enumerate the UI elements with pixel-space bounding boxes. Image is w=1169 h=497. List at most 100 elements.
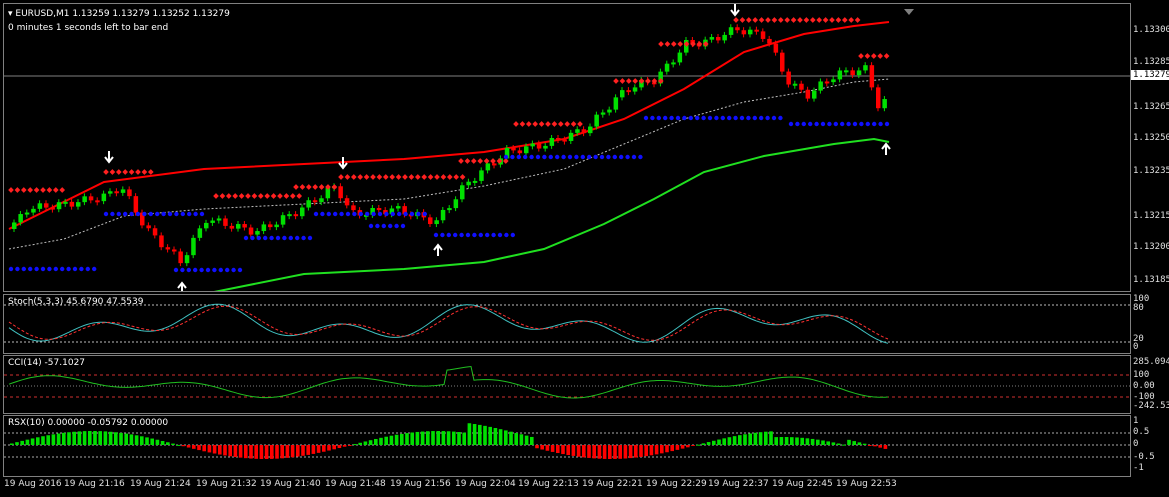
support-dot (739, 115, 745, 121)
rsx-bar (535, 445, 539, 449)
support-dot (416, 211, 421, 217)
stoch-panel[interactable]: Stoch(5,3,3) 45.6790 47.5539 (3, 294, 1131, 354)
resistance-dot (854, 17, 861, 23)
support-dot (409, 211, 415, 217)
candle-body (504, 147, 510, 159)
support-dot (795, 121, 800, 127)
candle-body (613, 97, 619, 110)
cci-tick: -242.53 (1133, 401, 1169, 411)
cci-panel[interactable]: CCI(14) -57.1027 (3, 355, 1131, 414)
rsx-bar (722, 438, 726, 445)
rsx-bar (98, 431, 102, 445)
candle-body (31, 208, 36, 213)
candle-body (837, 70, 843, 80)
resistance-dot (858, 53, 864, 59)
resistance-dot (870, 53, 877, 59)
candle-body (184, 255, 190, 264)
candle-body (165, 247, 171, 250)
buy-arrow-icon (881, 142, 891, 150)
support-dot (503, 154, 509, 160)
support-dot (53, 266, 58, 272)
candle-body (248, 227, 254, 235)
support-dot (606, 154, 611, 160)
resistance-dot (40, 187, 46, 193)
support-dot (174, 211, 179, 217)
rsx-bar (166, 442, 170, 445)
rsx-bar (467, 423, 472, 445)
rsx-bar (852, 441, 856, 445)
rsx-bar (810, 438, 815, 445)
cci-tick: 0.00 (1133, 381, 1155, 391)
rsx-bar (883, 445, 888, 449)
price-chart-panel[interactable]: ▾ EURUSD,M1 1.13259 1.13279 1.13252 1.13… (3, 3, 1131, 292)
support-dot (701, 115, 706, 121)
rsx-tick: -0.5 (1133, 452, 1155, 462)
candle-body (626, 90, 631, 93)
support-dot (123, 211, 128, 217)
stoch-tick: 0 (1133, 342, 1139, 352)
rsx-bar (545, 445, 550, 451)
candle-body (402, 206, 407, 215)
rsx-bar (623, 445, 628, 459)
candle-body (453, 199, 459, 209)
chart-shift-marker[interactable] (904, 9, 914, 15)
candle-body (600, 112, 606, 115)
rsx-bar (332, 445, 336, 450)
candle-body (485, 163, 491, 171)
candle-body (882, 99, 887, 109)
support-dot (193, 267, 198, 273)
candle-body (863, 65, 868, 71)
support-dot (345, 211, 351, 217)
resistance-dot (264, 193, 271, 199)
lower-band-line (213, 137, 890, 291)
candle-body (376, 208, 382, 211)
candle-body (236, 224, 241, 229)
support-dot (516, 154, 521, 160)
resistance-dot (458, 158, 464, 164)
resistance-dot (338, 174, 344, 180)
support-dot (320, 211, 325, 217)
rsx-bar (51, 434, 56, 445)
support-dot (695, 115, 700, 121)
rsx-bar (254, 445, 258, 459)
rsx-bar (670, 445, 674, 452)
rsx-bar (160, 440, 165, 445)
support-dot (288, 235, 293, 241)
candle-body (447, 208, 452, 211)
rsx-bar (452, 431, 456, 445)
support-dot (326, 211, 331, 217)
support-dot (631, 154, 637, 160)
support-dot (173, 267, 179, 273)
resistance-dot (427, 174, 434, 180)
rsx-bar (415, 431, 420, 445)
support-dot (765, 115, 770, 121)
rsx-bar (842, 444, 846, 446)
rsx-bar (446, 431, 451, 445)
resistance-dot (270, 193, 277, 199)
candle-body (543, 145, 548, 149)
candle-body (728, 27, 734, 35)
candle-body (12, 222, 17, 229)
resistance-dot (502, 158, 509, 164)
candle-body (204, 222, 209, 229)
rsx-bar (322, 445, 326, 452)
candle-body (805, 89, 811, 99)
support-dot (714, 115, 719, 121)
rsx-bar (608, 445, 612, 459)
resistance-dot (357, 174, 364, 180)
support-dot (504, 232, 509, 238)
candle-body (287, 214, 292, 217)
time-tick: 19 Aug 22:13 (518, 479, 579, 489)
support-dot (599, 154, 605, 160)
support-dot (827, 121, 832, 127)
support-dot (675, 115, 681, 121)
support-dot (371, 211, 376, 217)
resistance-dot (103, 169, 109, 175)
resistance-dot (115, 169, 122, 175)
rsx-panel[interactable]: RSX(10) 0.00000 -0.05792 0.00000 (3, 415, 1131, 477)
rsx-bar (140, 436, 144, 445)
support-dot (497, 232, 503, 238)
rsx-bar (337, 445, 342, 449)
rsx-bar (379, 437, 383, 445)
candle-body (261, 224, 267, 232)
